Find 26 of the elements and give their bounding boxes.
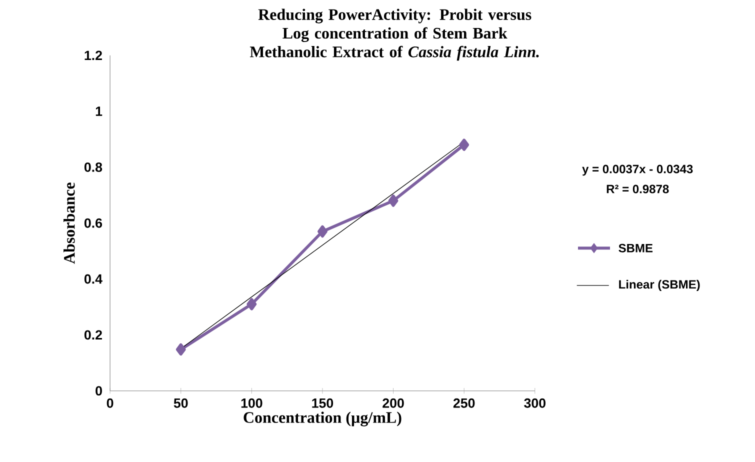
- y-tick-label: 0.2: [84, 330, 102, 340]
- y-axis-title: Absorbance: [64, 182, 75, 264]
- y-tick-label: 0.8: [84, 162, 102, 172]
- point: [176, 344, 186, 356]
- text: y = 0.0037x - 0.0343: [582, 165, 693, 176]
- x-tick-label: 200: [382, 398, 404, 408]
- y-tick-label: 1: [96, 106, 102, 116]
- legend-label: Linear (SBME): [619, 280, 700, 292]
- legend-label: SBME: [618, 244, 653, 253]
- point: [388, 194, 398, 208]
- x-tick-label: 300: [524, 398, 546, 408]
- x-tick-label: 0: [106, 398, 114, 408]
- chart-title: Reducing PowerActivity: Probit versus Log concentration of Stem Bark Methanolic Extract of Cassia fistula Linn.: [250, 8, 539, 61]
- text: R² = 0.9878: [606, 185, 669, 194]
- y-tick-label: 0.6: [84, 218, 102, 228]
- x-tick-label: 150: [312, 398, 334, 408]
- y-tick-label: 0.4: [84, 274, 102, 284]
- point: [459, 138, 470, 152]
- x-tick-label: 100: [241, 398, 262, 408]
- point: [246, 298, 257, 311]
- y-tick-label: 1.2: [84, 50, 102, 60]
- y-tick-label: 0: [96, 386, 102, 396]
- x-tick-label: 250: [453, 398, 475, 408]
- x-tick-label: 50: [174, 398, 188, 408]
- point: [318, 226, 328, 238]
- x-axis-title: Concentration (µg/mL): [244, 412, 402, 427]
